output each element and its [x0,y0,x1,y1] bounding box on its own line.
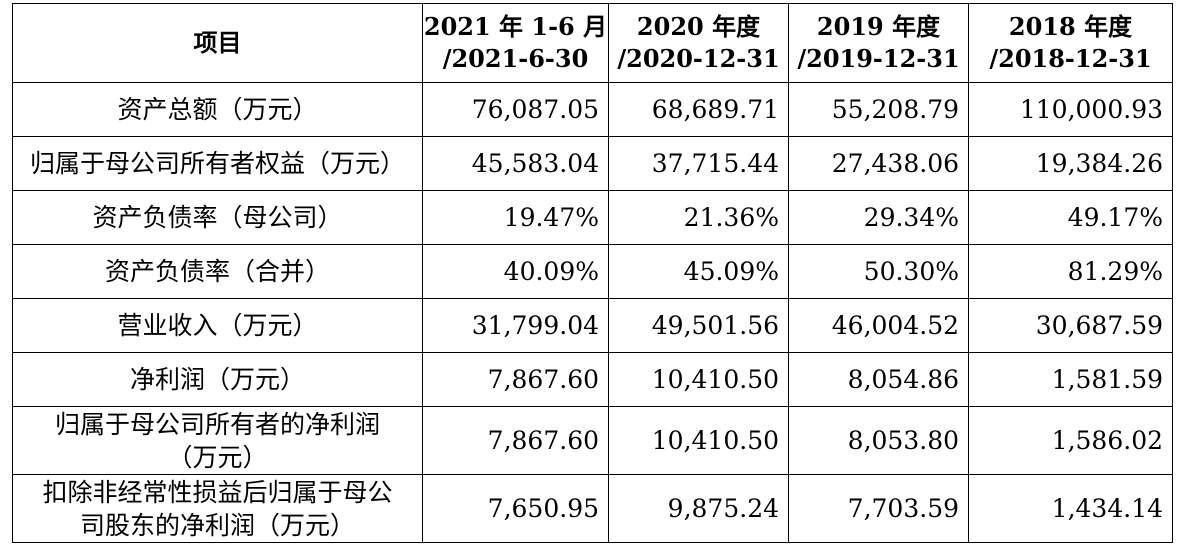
table-row: 资产负债率（合并） 40.09% 45.09% 50.30% 81.29% [12,244,1173,299]
table-row: 营业收入（万元） 31,799.04 49,501.56 46,004.52 3… [12,298,1173,353]
table-row: 归属于母公司所有者的净利润 （万元） 7,867.60 10,410.50 8,0… [12,406,1173,475]
header-2021h1: 2021 年 1-6 月/2021-6-30 [422,3,609,83]
cell-value: 10,410.50 [608,406,789,475]
cell-value: 31,799.04 [422,298,609,353]
table-row: 资产总额（万元） 76,087.05 68,689.71 55,208.79 1… [12,82,1173,137]
header-2020: 2020 年度/2020-12-31 [608,3,789,83]
cell-value: 29.34% [788,190,969,245]
table-row: 扣除非经常性损益后归属于母公 司股东的净利润（万元） 7,650.95 9,875… [12,474,1173,543]
row-label: 营业收入（万元） [12,298,423,353]
row-label: 净利润（万元） [12,352,423,407]
cell-value: 7,867.60 [422,406,609,475]
cell-value: 1,581.59 [968,352,1173,407]
cell-value: 7,867.60 [422,352,609,407]
cell-value: 1,434.14 [968,474,1173,543]
cell-value: 45,583.04 [422,136,609,191]
row-label: 资产总额（万元） [12,82,423,137]
cell-value: 49.17% [968,190,1173,245]
cell-value: 46,004.52 [788,298,969,353]
cell-value: 19,384.26 [968,136,1173,191]
cell-value: 81.29% [968,244,1173,299]
cell-value: 49,501.56 [608,298,789,353]
table-row: 净利润（万元） 7,867.60 10,410.50 8,054.86 1,58… [12,352,1173,407]
row-label: 扣除非经常性损益后归属于母公 司股东的净利润（万元） [12,474,423,543]
cell-value: 110,000.93 [968,82,1173,137]
cell-value: 8,053.80 [788,406,969,475]
row-label: 归属于母公司所有者的净利润 （万元） [12,406,423,475]
financial-data-table: 项目 2021 年 1-6 月/2021-6-30 2020 年度/2020-1… [12,3,1173,543]
header-2018: 2018 年度/2018-12-31 [968,3,1173,83]
cell-value: 21.36% [608,190,789,245]
cell-value: 10,410.50 [608,352,789,407]
cell-value: 68,689.71 [608,82,789,137]
header-2019: 2019 年度/2019-12-31 [788,3,969,83]
cell-value: 37,715.44 [608,136,789,191]
table-row: 资产负债率（母公司） 19.47% 21.36% 29.34% 49.17% [12,190,1173,245]
cell-value: 27,438.06 [788,136,969,191]
row-label: 归属于母公司所有者权益（万元） [12,136,423,191]
cell-value: 45.09% [608,244,789,299]
cell-value: 8,054.86 [788,352,969,407]
cell-value: 7,650.95 [422,474,609,543]
cell-value: 1,586.02 [968,406,1173,475]
cell-value: 19.47% [422,190,609,245]
row-label: 资产负债率（母公司） [12,190,423,245]
row-label: 资产负债率（合并） [12,244,423,299]
cell-value: 55,208.79 [788,82,969,137]
cell-value: 30,687.59 [968,298,1173,353]
cell-value: 9,875.24 [608,474,789,543]
cell-value: 76,087.05 [422,82,609,137]
cell-value: 7,703.59 [788,474,969,543]
table-header-row: 项目 2021 年 1-6 月/2021-6-30 2020 年度/2020-1… [12,3,1173,83]
table-row: 归属于母公司所有者权益（万元） 45,583.04 37,715.44 27,4… [12,136,1173,191]
cell-value: 40.09% [422,244,609,299]
cell-value: 50.30% [788,244,969,299]
header-item: 项目 [12,3,423,83]
